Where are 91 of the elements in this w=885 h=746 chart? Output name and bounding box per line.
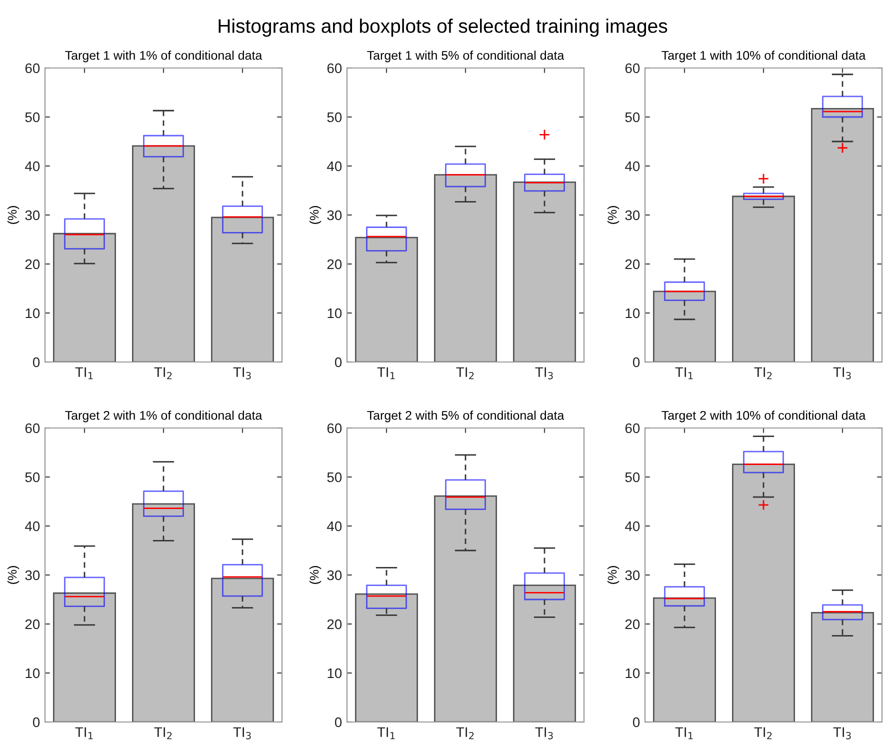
x-tick-label: TI$_{1}$: [75, 727, 93, 740]
y-tick-label: 0: [32, 357, 40, 368]
x-tick-label: TI$_{3}$: [535, 367, 553, 380]
y-axis-title: (%): [309, 206, 322, 224]
chart-title: Target 1 with 5% of conditional data: [367, 50, 564, 62]
y-tick-label: 20: [25, 259, 40, 270]
y-tick-label: 50: [327, 112, 342, 122]
y-tick-label: 40: [625, 161, 640, 172]
x-tick-label: TI$_{3}$: [233, 367, 251, 380]
y-axis-title: (%): [7, 206, 20, 224]
y-tick-label: 50: [25, 112, 40, 122]
y-tick-label: 30: [327, 570, 342, 580]
x-tick-label: TI$_{1}$: [75, 367, 93, 380]
y-axis-title: (%): [309, 566, 322, 584]
x-tick-label: TI$_{1}$: [377, 367, 395, 380]
y-tick-label: 30: [327, 210, 342, 220]
y-tick-label: 0: [632, 357, 640, 368]
y-tick-label: 30: [25, 570, 40, 580]
chart-title: Target 2 with 10% of conditional data: [662, 410, 866, 422]
x-tick-label: TI$_{3}$: [233, 727, 251, 740]
bar: [810, 108, 874, 362]
x-tick-label: TI$_{2}$: [456, 727, 474, 740]
x-tick-label: TI$_{2}$: [754, 367, 772, 380]
chart-title: Target 1 with 1% of conditional data: [65, 50, 262, 62]
y-tick-label: 20: [625, 619, 640, 630]
bar: [434, 495, 498, 722]
y-tick-label: 50: [625, 472, 640, 482]
y-tick-label: 40: [25, 521, 40, 532]
y-axis-title: (%): [607, 206, 620, 224]
y-tick-label: 50: [327, 472, 342, 482]
y-tick-label: 10: [26, 308, 40, 318]
y-tick-label: 0: [32, 717, 40, 728]
y-tick-label: 10: [626, 668, 640, 678]
x-tick-label: TI$_{3}$: [833, 727, 851, 740]
x-tick-label: TI$_{1}$: [377, 727, 395, 740]
y-tick-label: 60: [625, 423, 640, 434]
y-tick-label: 10: [626, 308, 640, 318]
y-tick-label: 30: [625, 570, 640, 580]
y-tick-label: 0: [632, 717, 640, 728]
x-tick-label: TI$_{2}$: [754, 727, 772, 740]
y-axis-title: (%): [7, 566, 20, 584]
bar: [52, 592, 116, 722]
bar: [652, 597, 716, 722]
bar: [354, 593, 418, 722]
x-tick-label: TI$_{1}$: [675, 367, 693, 380]
chart-title: Target 2 with 1% of conditional data: [65, 410, 262, 422]
bar: [434, 174, 498, 362]
bar: [732, 196, 796, 362]
bar: [512, 584, 576, 722]
bar: [652, 290, 716, 362]
y-tick-label: 0: [334, 717, 342, 728]
text: Histograms and boxplots of selected training images: [218, 18, 668, 37]
y-tick-label: 40: [327, 161, 342, 172]
y-tick-label: 60: [625, 63, 640, 74]
y-tick-label: 60: [327, 63, 342, 74]
y-axis-title: (%): [607, 566, 620, 584]
y-tick-label: 10: [328, 308, 342, 318]
bar: [210, 578, 274, 722]
x-tick-label: TI$_{2}$: [154, 727, 172, 740]
x-tick-label: TI$_{3}$: [833, 367, 851, 380]
x-tick-label: TI$_{2}$: [154, 367, 172, 380]
bar: [132, 145, 196, 362]
y-tick-label: 20: [327, 619, 342, 630]
bar: [354, 236, 418, 362]
bar: [132, 503, 196, 722]
bar: [512, 181, 576, 362]
y-tick-label: 20: [327, 259, 342, 270]
y-tick-label: 40: [625, 521, 640, 532]
y-tick-label: 60: [327, 423, 342, 434]
y-tick-label: 10: [328, 668, 342, 678]
y-tick-label: 60: [25, 423, 40, 434]
y-tick-label: 30: [625, 210, 640, 220]
y-tick-label: 10: [26, 668, 40, 678]
y-tick-label: 0: [334, 357, 342, 368]
x-tick-label: TI$_{1}$: [675, 727, 693, 740]
y-tick-label: 50: [25, 472, 40, 482]
y-tick-label: 40: [327, 521, 342, 532]
bar: [732, 464, 796, 722]
y-tick-label: 50: [625, 112, 640, 122]
y-tick-label: 30: [25, 210, 40, 220]
x-tick-label: TI$_{3}$: [535, 727, 553, 740]
bar: [210, 216, 274, 362]
x-tick-label: TI$_{2}$: [456, 367, 474, 380]
chart-title: Target 2 with 5% of conditional data: [367, 410, 564, 422]
bar: [810, 612, 874, 722]
y-tick-label: 60: [25, 63, 40, 74]
chart-title: Target 1 with 10% of conditional data: [662, 50, 866, 62]
y-tick-label: 20: [625, 259, 640, 270]
bar: [52, 232, 116, 362]
y-tick-label: 40: [25, 161, 40, 172]
y-tick-label: 20: [25, 619, 40, 630]
